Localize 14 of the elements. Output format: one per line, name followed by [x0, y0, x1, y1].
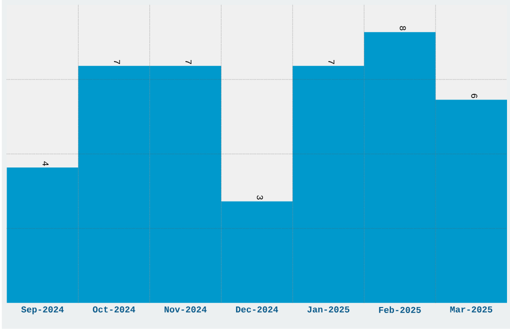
data-label: 4	[42, 161, 48, 166]
data-label: 6	[471, 94, 478, 98]
data-label: 3	[256, 195, 263, 200]
x-tick-label: Jan-2025	[307, 306, 350, 313]
x-tick-label: Mar-2025	[450, 306, 492, 313]
x-tick-label: Nov-2024	[164, 306, 207, 313]
data-label: 7	[328, 60, 334, 64]
data-label: 7	[185, 60, 192, 64]
x-tick-label: Sep-2024	[21, 306, 64, 314]
x-tick-label: Oct-2024	[92, 306, 136, 313]
x-tick-label: Feb-2025	[379, 306, 421, 314]
data-label: 7	[114, 60, 120, 64]
x-tick-label: Dec-2024	[236, 306, 278, 313]
data-label: 8	[400, 26, 406, 30]
